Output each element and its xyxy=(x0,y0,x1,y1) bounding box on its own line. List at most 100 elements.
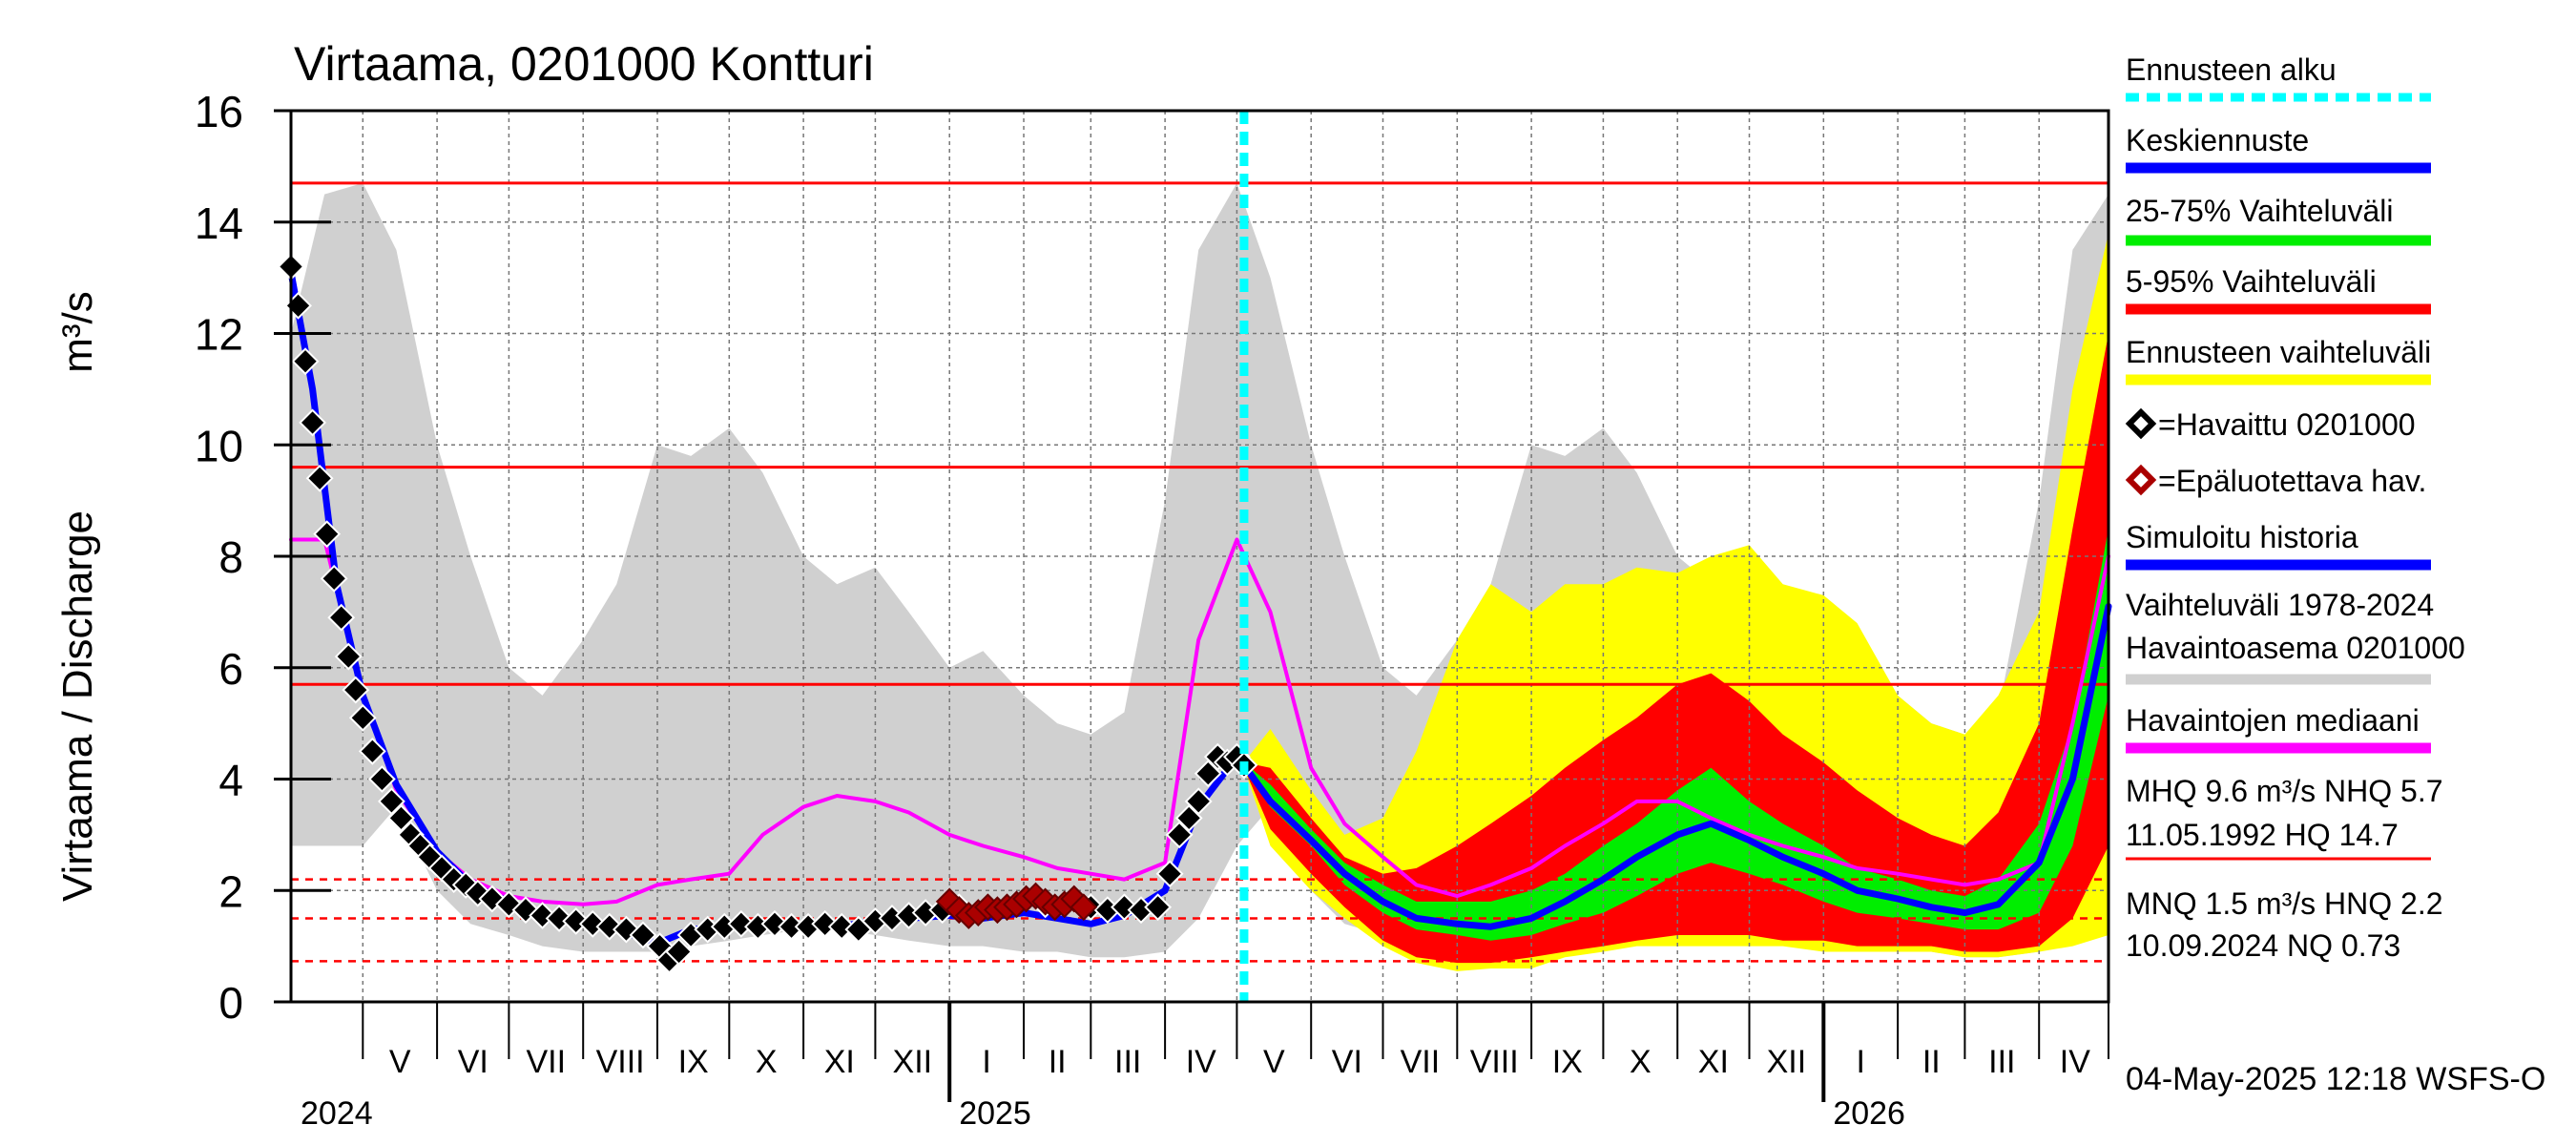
data-point xyxy=(1111,893,1138,922)
data-point xyxy=(529,902,556,929)
x-tick-label: IV xyxy=(2060,1044,2090,1080)
y-tick-label: 4 xyxy=(218,756,243,805)
legend-label: Simuloitu historia xyxy=(2126,520,2358,554)
legend-item-keskiennuste: Keskiennuste xyxy=(2126,123,2431,174)
data-point xyxy=(1070,893,1098,922)
reference-lines xyxy=(291,181,2109,963)
data-point xyxy=(727,909,756,938)
data-point xyxy=(334,642,363,671)
legend-item-ep-luotettava-hav: =Epäluotettava hav. xyxy=(2125,464,2426,498)
x-tick-label: VIII xyxy=(596,1044,645,1080)
y-tick-label: 12 xyxy=(195,310,243,360)
legend-label: 25-75% Vaihteluväli xyxy=(2126,194,2393,228)
x-tick-label: VI xyxy=(1332,1044,1362,1080)
y-tick-label: 10 xyxy=(195,421,243,470)
legend-label: Ennusteen alku xyxy=(2126,52,2337,87)
x-tick-label: VI xyxy=(458,1044,488,1080)
data-point xyxy=(827,912,856,941)
legend-item-5-95-vaihteluv-li: 5-95% Vaihteluväli xyxy=(2126,264,2431,315)
legend: Ennusteen alku Keskiennuste 25-75% Vaihtel… xyxy=(2125,52,2465,963)
x-tick-label: XII xyxy=(1767,1044,1807,1080)
x-tick-label: III xyxy=(1114,1044,1141,1080)
x-tick-label: X xyxy=(756,1044,778,1080)
x-tick-label: II xyxy=(1049,1044,1067,1080)
x-tick-label: IV xyxy=(1186,1044,1216,1080)
x-tick-label: XI xyxy=(1698,1044,1729,1080)
x-tick-label: IX xyxy=(1552,1044,1583,1080)
legend-label: MHQ 9.6 m³/s NHQ 5.7 xyxy=(2126,774,2443,808)
band-25-75-vaihteluv-li xyxy=(1243,528,2109,941)
y-tick-label: 14 xyxy=(195,198,243,248)
data-point xyxy=(811,909,840,938)
data-point xyxy=(299,408,327,437)
legend-label-2: Havaintoasema 0201000 xyxy=(2126,631,2465,665)
data-point xyxy=(291,347,320,376)
legend-label: Ennusteen vaihteluväli xyxy=(2126,335,2431,369)
legend-item-simuloitu-historia: Simuloitu historia xyxy=(2126,520,2431,571)
x-axis: V VI VII VIII IX X XI XII I II III IV V VI VII VIII IX X X… xyxy=(291,1000,2109,1132)
band-layer xyxy=(291,182,2109,971)
y-tick-label: 0 xyxy=(218,978,243,1028)
data-point xyxy=(367,765,396,793)
legend-label: Havaintojen mediaani xyxy=(2126,703,2420,738)
y-axis-label: Virtaama / Discharge xyxy=(54,510,101,902)
year-label: 2024 xyxy=(301,1095,373,1132)
marker-layer xyxy=(277,253,1258,974)
legend-label: MNQ 1.5 m³/s HNQ 2.2 xyxy=(2126,886,2443,921)
x-tick-label: I xyxy=(982,1044,990,1080)
data-point xyxy=(1194,760,1222,788)
data-point xyxy=(562,906,591,935)
legend-label-2: 11.05.1992 HQ 14.7 xyxy=(2126,818,2399,852)
legend-marker xyxy=(2125,464,2157,496)
data-point xyxy=(629,921,657,949)
data-point xyxy=(320,564,348,593)
x-tick-label: II xyxy=(1922,1044,1941,1080)
y-tick-label: 16 xyxy=(195,87,243,136)
legend-item-25-75-vaihteluv-li: 25-75% Vaihteluväli xyxy=(2126,194,2431,246)
y-tick-label: 8 xyxy=(218,532,243,582)
data-point xyxy=(305,464,334,492)
y-tick-label: 2 xyxy=(218,866,243,916)
series-ep-luotettava-hav xyxy=(935,882,1098,929)
year-label: 2025 xyxy=(959,1095,1031,1132)
data-point xyxy=(665,938,694,966)
x-tick-label: X xyxy=(1630,1044,1652,1080)
x-tick-label: VII xyxy=(1401,1044,1441,1080)
data-point xyxy=(348,703,377,732)
legend-item-vaihteluv-li-1978-2024: Vaihteluväli 1978-2024 Havaintoasema 020… xyxy=(2126,588,2465,685)
data-point xyxy=(1155,860,1184,888)
x-tick-label: IX xyxy=(678,1044,709,1080)
legend-item-ennusteen-alku: Ennusteen alku xyxy=(2126,52,2431,102)
legend-label: =Havaittu 0201000 xyxy=(2158,407,2416,442)
data-point xyxy=(1165,821,1194,849)
legend-label: Keskiennuste xyxy=(2126,123,2309,157)
data-point xyxy=(760,909,789,938)
legend-item-mhq-9-6-m-s-nhq-5-7: MHQ 9.6 m³/s NHQ 5.7 11.05.1992 HQ 14.7 xyxy=(2126,774,2443,861)
y-axis: 0 2 4 6 8 10 12 14 16 xyxy=(195,87,331,1028)
footer-timestamp: 04-May-2025 12:18 WSFS-O xyxy=(2126,1061,2545,1097)
x-tick-label: V xyxy=(1263,1044,1285,1080)
series-keskiennuste xyxy=(1240,603,2112,930)
x-tick-label: XII xyxy=(893,1044,933,1080)
data-point xyxy=(342,676,370,704)
x-tick-label: V xyxy=(389,1044,411,1080)
x-tick-label: I xyxy=(1857,1044,1865,1080)
data-point xyxy=(327,603,356,632)
y-tick-label: 6 xyxy=(218,644,243,694)
y-axis-unit: m³/s xyxy=(54,291,101,373)
data-point xyxy=(545,905,573,932)
legend-item-ennusteen-vaihteluv-li: Ennusteen vaihteluväli xyxy=(2126,335,2431,385)
legend-label: 5-95% Vaihteluväli xyxy=(2126,264,2377,299)
data-point xyxy=(378,787,405,816)
legend-item-mnq-1-5-m-s-hnq-2-2: MNQ 1.5 m³/s HNQ 2.2 10.09.2024 NQ 0.73 xyxy=(2126,886,2443,963)
x-tick-label: XI xyxy=(824,1044,855,1080)
data-point xyxy=(358,737,386,765)
legend-label: =Epäluotettava hav. xyxy=(2158,464,2426,498)
x-tick-label: III xyxy=(1988,1044,2015,1080)
chart-title: Virtaama, 0201000 Kontturi xyxy=(294,37,874,91)
data-point xyxy=(1184,787,1213,816)
data-point xyxy=(1144,893,1172,922)
legend-item-havaintojen-mediaani: Havaintojen mediaani xyxy=(2126,703,2431,754)
legend-label: Vaihteluväli 1978-2024 xyxy=(2126,588,2434,622)
